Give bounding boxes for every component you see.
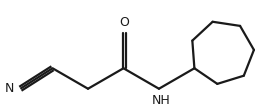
- Text: O: O: [119, 16, 129, 29]
- Text: NH: NH: [151, 94, 170, 107]
- Text: N: N: [4, 82, 14, 95]
